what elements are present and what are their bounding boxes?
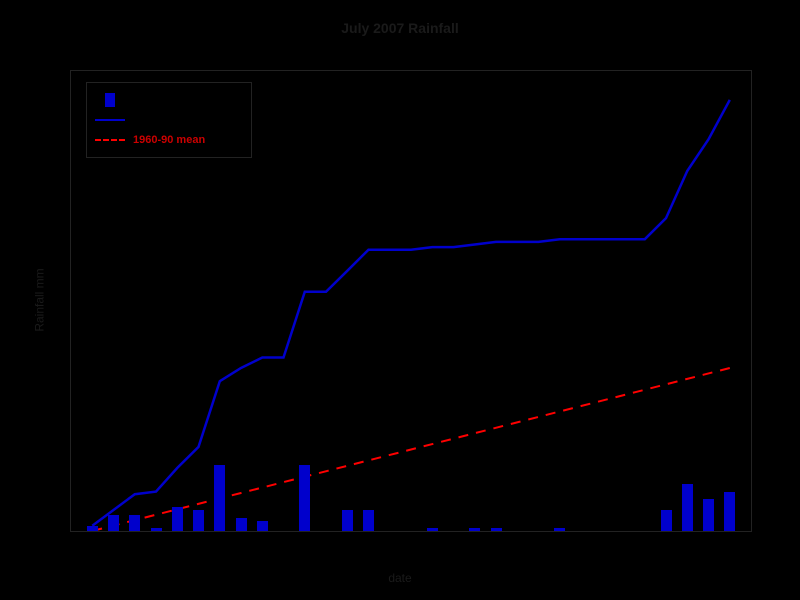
bar <box>214 465 225 531</box>
bar <box>257 521 268 532</box>
bar <box>491 528 502 531</box>
x-axis-label: date <box>388 571 411 585</box>
bar <box>427 528 438 531</box>
legend-item-daily: Daily Rainfall mm <box>95 91 241 109</box>
legend-item-accum: Accumulated rainfall <box>95 111 241 129</box>
bar <box>108 515 119 531</box>
bar <box>342 510 353 531</box>
bar <box>682 484 693 531</box>
mean-line <box>92 368 730 531</box>
bar <box>299 465 310 531</box>
legend-swatch-dash <box>95 139 125 141</box>
legend-item-mean: 1960-90 mean <box>95 131 241 149</box>
bar <box>151 528 162 531</box>
bar <box>554 528 565 531</box>
accumulated-line <box>92 100 730 526</box>
legend-swatch-line <box>95 119 125 121</box>
legend-swatch-bar <box>95 93 125 107</box>
bar <box>469 528 480 531</box>
bar <box>172 507 183 531</box>
chart-title: July 2007 Rainfall <box>0 20 800 36</box>
legend-label-mean: 1960-90 mean <box>133 134 205 146</box>
bar <box>129 515 140 531</box>
bar <box>661 510 672 531</box>
bar <box>703 499 714 531</box>
bar <box>724 492 735 531</box>
bar <box>363 510 374 531</box>
legend: Daily Rainfall mm Accumulated rainfall 1… <box>86 82 252 158</box>
legend-label-accum: Accumulated rainfall <box>133 114 241 126</box>
chart-wrapper: July 2007 Rainfall Rainfall mm date Dail… <box>0 0 800 600</box>
legend-label-daily: Daily Rainfall mm <box>133 94 225 106</box>
bar <box>87 526 98 531</box>
bar <box>236 518 247 531</box>
bar <box>193 510 204 531</box>
y-axis-label: Rainfall mm <box>33 268 47 331</box>
